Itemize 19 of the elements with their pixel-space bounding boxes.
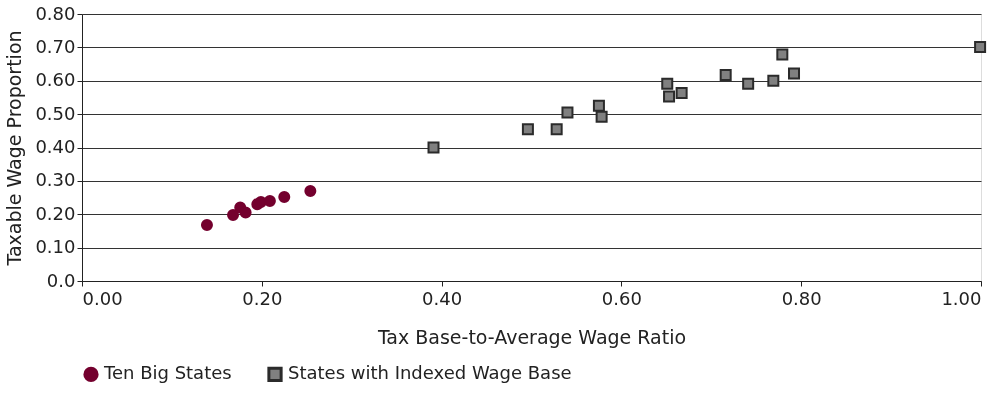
x-tick-label: 0.40 [422, 287, 463, 309]
y-tick-label: 0.40 [35, 136, 76, 157]
y-tick-label: 0.0 [46, 269, 76, 291]
y-tick-label: 0.60 [35, 69, 76, 91]
x-tick-label: 0.60 [601, 287, 642, 309]
x-tick-label: 0.20 [242, 287, 283, 309]
y-tick-label: 0.50 [35, 102, 76, 124]
y-tick-label: 0.30 [35, 169, 76, 191]
y-axis-title: Taxable Wage Proportion [3, 30, 26, 267]
y-tick-label: 0.70 [35, 35, 76, 57]
legend-label: Ten Big States [103, 362, 232, 384]
x-tick-label: 1.00 [941, 287, 982, 309]
x-tick-label: 0.80 [781, 287, 822, 309]
x-axis-title: Tax Base-to-Average Wage Ratio [376, 325, 687, 348]
legend-label: States with Indexed Wage Base [288, 362, 572, 384]
y-tick-label: 0.10 [35, 236, 76, 258]
x-tick-label: 0.00 [82, 287, 123, 309]
y-tick-label: 0.20 [35, 202, 76, 224]
y-tick-label: 0.80 [35, 2, 76, 24]
